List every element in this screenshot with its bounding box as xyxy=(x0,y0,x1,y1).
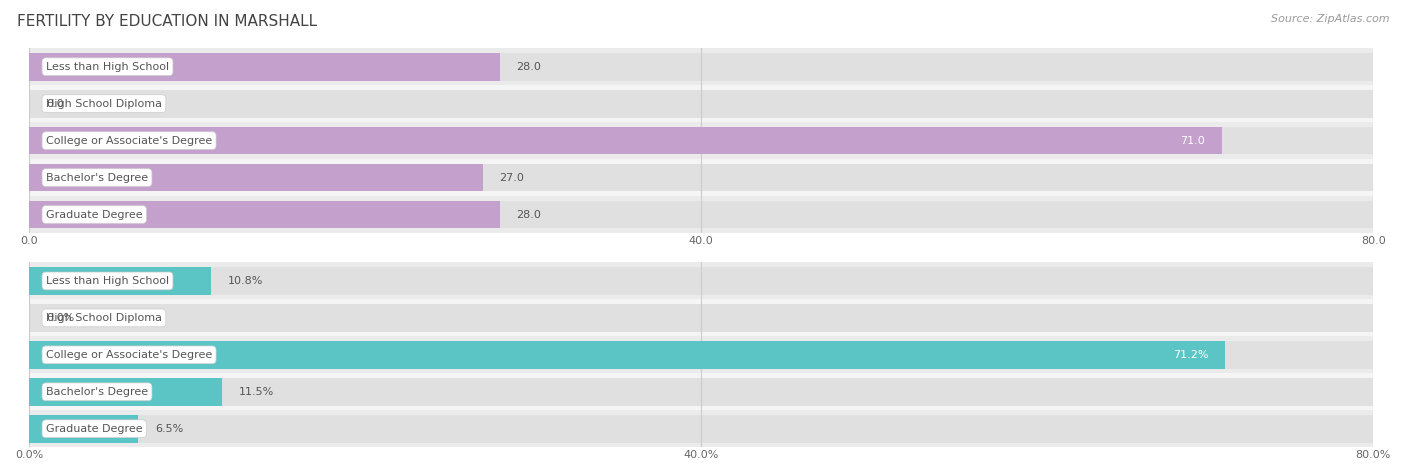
Bar xyxy=(30,336,1374,373)
Bar xyxy=(30,48,1374,85)
Bar xyxy=(30,90,1374,117)
Text: College or Associate's Degree: College or Associate's Degree xyxy=(46,136,212,146)
Bar xyxy=(30,341,1374,369)
Bar xyxy=(30,164,1374,191)
Bar xyxy=(30,415,138,443)
Text: Source: ZipAtlas.com: Source: ZipAtlas.com xyxy=(1271,14,1389,24)
Text: 0.0: 0.0 xyxy=(46,99,63,109)
Bar xyxy=(30,410,1374,447)
Text: Less than High School: Less than High School xyxy=(46,276,169,286)
Text: FERTILITY BY EDUCATION IN MARSHALL: FERTILITY BY EDUCATION IN MARSHALL xyxy=(17,14,316,29)
Bar xyxy=(30,341,1226,369)
Text: High School Diploma: High School Diploma xyxy=(46,313,162,323)
Text: 10.8%: 10.8% xyxy=(228,276,263,286)
Bar xyxy=(30,304,1374,332)
Bar xyxy=(30,159,1374,196)
Bar xyxy=(30,267,211,295)
Text: College or Associate's Degree: College or Associate's Degree xyxy=(46,350,212,360)
Text: High School Diploma: High School Diploma xyxy=(46,99,162,109)
Text: 28.0: 28.0 xyxy=(516,209,541,219)
Text: 71.0: 71.0 xyxy=(1181,136,1205,146)
Text: Graduate Degree: Graduate Degree xyxy=(46,424,142,434)
Text: Graduate Degree: Graduate Degree xyxy=(46,209,142,219)
Bar xyxy=(30,373,1374,410)
Bar xyxy=(30,200,1374,228)
Text: Bachelor's Degree: Bachelor's Degree xyxy=(46,172,148,182)
Text: 27.0: 27.0 xyxy=(499,172,524,182)
Bar xyxy=(30,127,1374,154)
Text: 11.5%: 11.5% xyxy=(239,387,274,397)
Text: 71.2%: 71.2% xyxy=(1173,350,1209,360)
Bar xyxy=(30,127,1222,154)
Bar xyxy=(30,53,1374,81)
Bar xyxy=(30,122,1374,159)
Bar xyxy=(30,263,1374,299)
Bar xyxy=(30,378,222,406)
Text: 28.0: 28.0 xyxy=(516,62,541,72)
Text: 6.5%: 6.5% xyxy=(155,424,183,434)
Text: 0.0%: 0.0% xyxy=(46,313,75,323)
Bar xyxy=(30,267,1374,295)
Bar xyxy=(30,378,1374,406)
Bar xyxy=(30,53,499,81)
Bar xyxy=(30,299,1374,336)
Bar xyxy=(30,415,1374,443)
Bar xyxy=(30,85,1374,122)
Text: Less than High School: Less than High School xyxy=(46,62,169,72)
Bar xyxy=(30,164,482,191)
Bar xyxy=(30,200,499,228)
Text: Bachelor's Degree: Bachelor's Degree xyxy=(46,387,148,397)
Bar xyxy=(30,196,1374,233)
